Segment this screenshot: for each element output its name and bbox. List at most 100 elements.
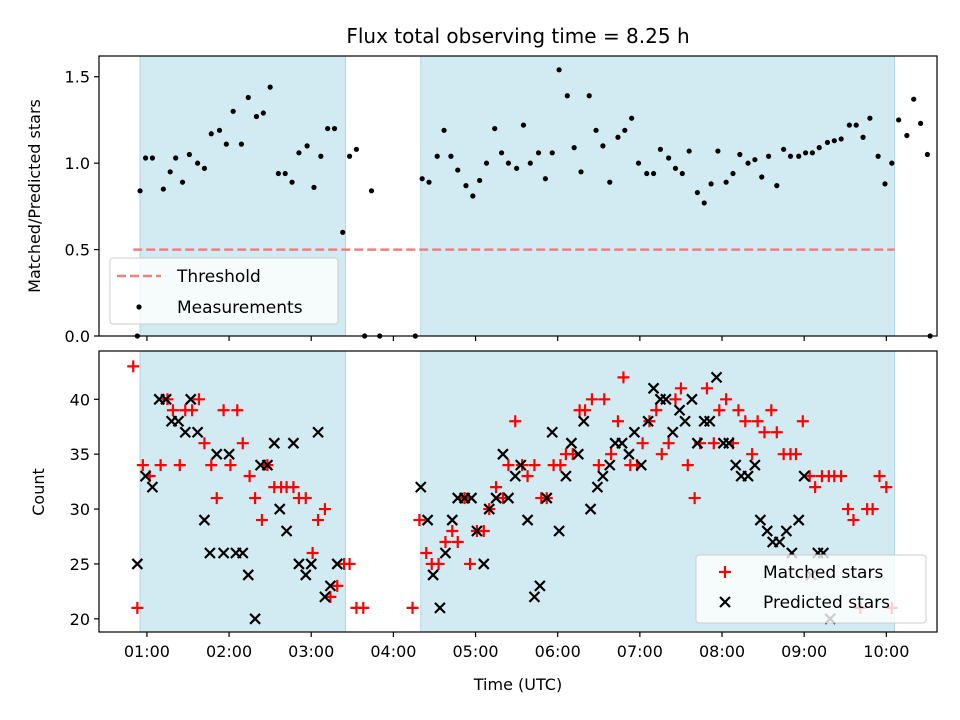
measurements-point <box>477 177 483 184</box>
predicted-stars-point <box>427 569 439 581</box>
measurements-point <box>245 94 251 101</box>
measurements-point <box>715 148 721 154</box>
predicted-stars-point <box>647 382 660 395</box>
matched-stars-point <box>751 415 764 428</box>
measurements-point <box>282 170 288 177</box>
measurements-point <box>253 113 260 120</box>
matched-stars-point <box>611 415 624 428</box>
matched-stars-point <box>835 470 848 483</box>
count-panel: 20 25 30 35 40 01:00 02:00 03:00 04:00 05:00 06:00… <box>70 350 938 661</box>
measurements-point <box>781 146 787 152</box>
predicted-stars-point <box>198 514 211 526</box>
matched-stars-point <box>446 525 459 538</box>
predicted-stars-point <box>217 547 230 559</box>
measurements-point <box>867 115 873 121</box>
measurements-point <box>149 155 156 161</box>
measurements-point <box>607 179 613 185</box>
predicted-stars-point <box>172 415 185 428</box>
measurements-point <box>505 160 512 166</box>
x-tick-label: 04:00 <box>370 642 416 661</box>
predicted-stars-point <box>666 426 679 439</box>
measurements-point <box>723 179 729 185</box>
predicted-stars-point <box>236 547 249 559</box>
matched-stars-point <box>841 503 854 516</box>
measurements-point <box>173 155 179 161</box>
x-tick-label: 10:00 <box>863 642 909 661</box>
matched-stars-point <box>688 492 701 505</box>
matched-stars-point <box>746 448 759 461</box>
predicted-stars-point <box>446 514 459 526</box>
predicted-stars-legend-swatch <box>719 596 731 608</box>
measurements-point <box>238 141 245 147</box>
count-legend-frame <box>695 554 927 624</box>
matched-stars-point <box>131 601 144 614</box>
predicted-stars-point <box>434 602 446 614</box>
measurements-point <box>635 160 642 166</box>
measurements-point <box>831 138 837 144</box>
matched-stars-legend-label: Matched stars <box>763 563 883 583</box>
predicted-stars-point <box>584 503 597 515</box>
matched-stars-point <box>186 404 199 417</box>
predicted-stars-point <box>312 426 324 439</box>
matched-stars-point <box>477 525 490 538</box>
measurements-point <box>924 151 931 158</box>
matched-stars-point <box>770 426 783 439</box>
predicted-stars-point <box>465 492 478 504</box>
matched-stars-point <box>758 426 771 439</box>
matched-stars-point <box>662 437 675 450</box>
measurements-point <box>179 179 186 185</box>
matched-stars-point <box>650 404 663 417</box>
measurements-point <box>275 170 281 177</box>
matched-stars-point <box>521 470 534 483</box>
predicted-stars-point <box>572 448 585 460</box>
matched-stars-point <box>681 459 694 472</box>
measurements-point <box>340 229 346 235</box>
predicted-stars-point <box>287 437 300 449</box>
measurements-point <box>186 151 192 158</box>
matched-stars-point <box>490 481 503 494</box>
measurements-point <box>708 181 714 187</box>
predicted-stars-point <box>534 580 546 592</box>
matched-stars-point <box>789 448 802 461</box>
x-tick-label: 09:00 <box>781 642 827 661</box>
predicted-stars-point <box>603 459 616 471</box>
count-y-tick-label: 30 <box>70 500 90 519</box>
measurements-point <box>311 184 317 190</box>
matched-stars-point <box>617 371 630 384</box>
measurements-point <box>492 125 498 132</box>
ratio-y-tick-label: 0.5 <box>65 241 90 260</box>
measurements-point <box>230 108 236 114</box>
measurements-point <box>622 127 628 133</box>
measurements-point <box>441 127 447 133</box>
predicted-stars-point <box>597 470 609 482</box>
count-legend: Matched stars Predicted stars <box>695 554 927 624</box>
measurements-point <box>434 153 440 159</box>
predicted-stars-point <box>502 492 515 504</box>
matched-stars-point <box>299 492 312 505</box>
matched-stars-point <box>713 404 726 417</box>
measurements-point <box>737 151 743 158</box>
measurements-point <box>448 153 454 159</box>
matched-stars-point <box>765 404 778 417</box>
measurements-point <box>304 143 310 149</box>
measurements-point <box>853 122 859 128</box>
measurements-point <box>470 193 476 199</box>
measurements-point <box>167 169 173 175</box>
predicted-stars-point <box>686 393 698 406</box>
measurements-point <box>860 134 866 140</box>
matched-stars-point <box>210 492 223 505</box>
measurements-point <box>889 160 895 166</box>
predicted-stars-point <box>673 404 686 417</box>
predicted-stars-point <box>723 437 735 449</box>
matched-stars-point <box>655 448 668 461</box>
matched-stars-point <box>136 459 149 472</box>
predicted-stars-point <box>305 558 318 570</box>
predicted-stars-point <box>280 525 293 537</box>
measurements-point <box>679 170 685 177</box>
measurements-point <box>787 153 794 159</box>
measurements-point <box>331 125 338 132</box>
x-tick-label: 05:00 <box>452 642 498 661</box>
ratio-y-tick-label: 1.5 <box>65 68 90 87</box>
predicted-stars-point <box>780 525 793 537</box>
